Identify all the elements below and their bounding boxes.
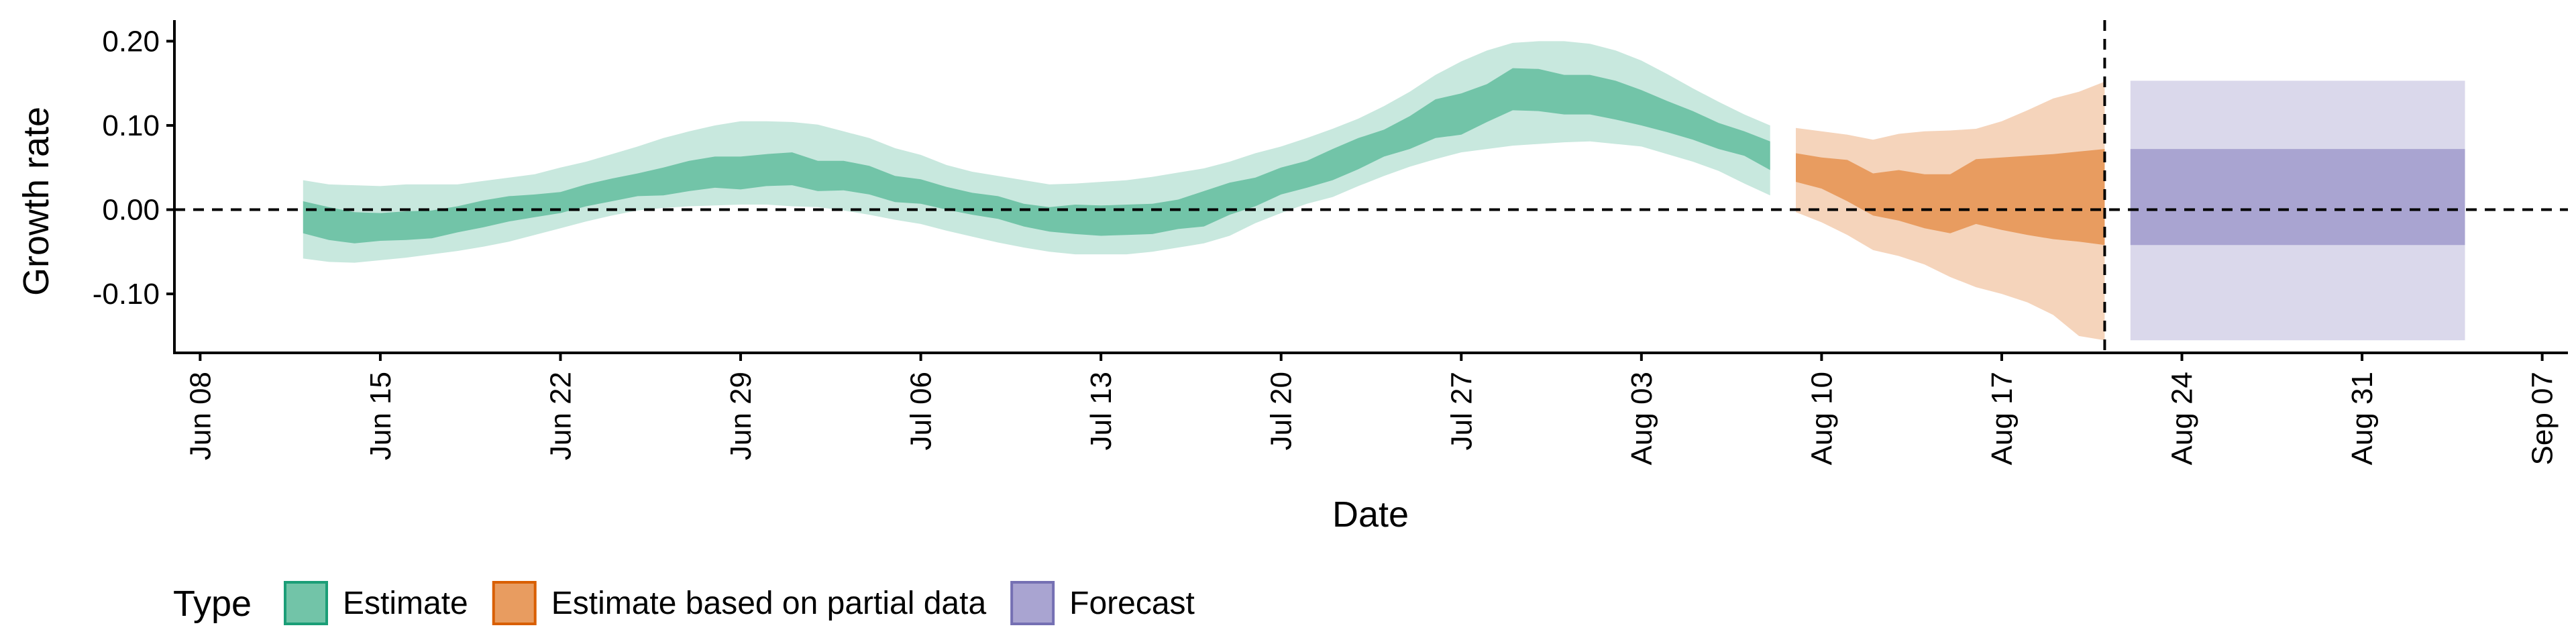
- x-tick-label: Jun 08: [184, 372, 217, 460]
- forecast-inner-band: [2130, 149, 2465, 246]
- legend-swatch: [284, 581, 328, 625]
- axes: 0.20 0.10 0.00 -0.10 Jun 08 Jun 15 Jun 22 Jun 2…: [93, 20, 2568, 465]
- legend-entry-label: Estimate: [343, 586, 468, 621]
- legend-title: Type: [173, 584, 252, 624]
- legend-swatch: [492, 581, 537, 625]
- estimate-inner-band: [303, 68, 1770, 244]
- x-tick-label: Aug 03: [1625, 372, 1658, 465]
- estimate-based-on-partial-data-inner-band: [1796, 149, 2105, 246]
- y-tick-label: -0.10: [93, 278, 160, 311]
- reference-lines: [174, 20, 2568, 353]
- x-tick-label: Jun 29: [724, 372, 757, 460]
- estimate-outer-band: [303, 41, 1770, 263]
- x-tick-label: Jul 06: [905, 372, 938, 450]
- y-tick-label: 0.20: [102, 25, 160, 58]
- legend-entry-label: Forecast: [1069, 586, 1195, 621]
- x-tick-label: Aug 17: [1986, 372, 2019, 465]
- x-tick-label: Jul 27: [1445, 372, 1478, 450]
- x-tick-label: Jul 13: [1085, 372, 1118, 450]
- x-tick-label: Jul 20: [1265, 372, 1298, 450]
- legend: Type Estimate Estimate based on partial d…: [173, 581, 1195, 625]
- y-axis-title: Growth rate: [16, 107, 56, 296]
- legend-swatch: [1010, 581, 1055, 625]
- x-tick-label: Jun 15: [364, 372, 397, 460]
- x-axis-title: Date: [1332, 494, 1409, 535]
- x-tick-label: Aug 10: [1805, 372, 1838, 465]
- uncertainty-bands: [303, 41, 2465, 341]
- legend-entry-label: Estimate based on partial data: [551, 586, 987, 621]
- x-tick-label: Jun 22: [545, 372, 578, 460]
- y-tick-label: 0.00: [102, 194, 160, 227]
- y-tick-label: 0.10: [102, 109, 160, 142]
- x-tick-label: Aug 24: [2166, 372, 2199, 465]
- x-tick-label: Aug 31: [2346, 372, 2379, 465]
- x-tick-label: Sep 07: [2526, 372, 2559, 465]
